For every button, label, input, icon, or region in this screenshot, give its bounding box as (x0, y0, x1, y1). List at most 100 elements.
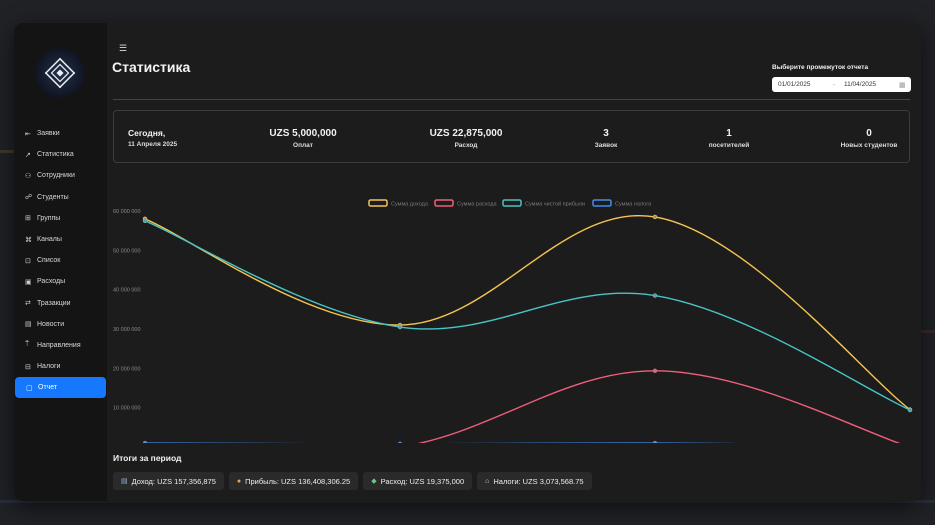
totals-title: Итоги за период (113, 453, 182, 463)
trend-icon: ↗ (25, 151, 31, 159)
stat-requests: 3 Заявок (586, 128, 626, 149)
team-icon: ⚇ (25, 172, 32, 180)
sidebar-item[interactable]: ⇄ Тразакции (14, 293, 107, 314)
series-line (144, 214, 911, 411)
profit-total: Прибыль: UZS 136,408,306.25 (245, 476, 351, 486)
expenses-icon: ▣ (25, 278, 32, 286)
data-point[interactable] (652, 440, 658, 443)
sidebar-item[interactable]: ⚇ Сотрудники (14, 165, 107, 186)
visitors-value: 1 (726, 128, 732, 139)
sidebar-item[interactable]: ▢ Отчет (15, 377, 106, 399)
sidebar-item-label: Заявки (37, 130, 60, 138)
data-point[interactable] (652, 214, 658, 220)
new-students-label: Новых студентов (840, 142, 898, 149)
company-logo (35, 48, 85, 98)
sidebar-item-label: Тразакции (37, 299, 71, 307)
legend-swatch (368, 199, 388, 207)
totals-badges: ▤ Доход: UZS 157,356,875 ● Прибыль: UZS … (113, 472, 592, 490)
date-to-field[interactable]: 11/04/2025 (844, 81, 877, 88)
requests-label: Заявок (594, 142, 618, 149)
y-tick-label: 30 000 000 (113, 327, 141, 333)
taxes-total: Налоги: UZS 3,073,568.75 (493, 476, 584, 486)
legend-item[interactable]: Сумма дохода (368, 199, 429, 208)
sidebar-item[interactable]: ⌘ Каналы (14, 229, 107, 250)
sidebar-item-label: Каналы (37, 236, 62, 244)
legend-item[interactable]: Сумма расхода (434, 199, 498, 208)
menu-toggle-icon[interactable]: ☰ (119, 43, 128, 53)
legend-item[interactable]: Сумма чистой прибыли (502, 199, 585, 208)
line-chart: 60 000 000 50 000 000 40 000 000 30 000 000… (113, 199, 913, 443)
sidebar-item-label: Статистика (37, 151, 74, 159)
bank-icon: ⌂ (485, 477, 490, 485)
calendar-icon[interactable]: ▦ (899, 81, 906, 89)
date-from-field[interactable]: 01/01/2025 (778, 81, 811, 88)
expense-value: UZS 22,875,000 (429, 128, 503, 139)
sidebar-item[interactable]: ↗ Статистика (14, 144, 107, 165)
stat-new-students: 0 Новых студентов (834, 128, 904, 149)
new-students-value: 0 (866, 128, 872, 139)
sidebar-item-label: Отчет (38, 384, 58, 392)
transactions-icon: ⇄ (25, 300, 31, 308)
sidebar-item-label: Список (37, 257, 61, 265)
income-icon: ▤ (121, 478, 128, 485)
data-point[interactable] (907, 407, 913, 413)
series-line (417, 370, 901, 443)
range-label: Выберите промежуток отчета (772, 64, 869, 71)
sidebar-item[interactable]: ⊞ Группы (14, 208, 107, 229)
stat-visitors: 1 посетителей (699, 128, 759, 149)
sidebar-item[interactable]: ⊟ Налоги (14, 356, 107, 377)
main-content: ☰ Статистика Выберите промежуток отчета … (107, 23, 921, 501)
stats-card: Сегодня, 11 Апреля 2025 UZS 5,000,000 Оп… (113, 110, 910, 163)
sidebar-item-label: Группы (37, 214, 61, 222)
sidebar-item[interactable]: ▣ Расходы (14, 271, 107, 292)
legend-label: Сумма дохода (391, 202, 429, 208)
sidebar-item[interactable]: ☍ Студенты (14, 187, 107, 208)
y-tick-label: 50 000 000 (113, 248, 141, 254)
directions-icon: ⍑ (25, 341, 30, 349)
sidebar-item-label: Студенты (37, 193, 69, 201)
data-point[interactable] (397, 324, 403, 330)
stat-payments: UZS 5,000,000 Оплат (268, 128, 338, 149)
inbox-icon: ⇤ (25, 130, 31, 138)
list-icon: ⊡ (25, 257, 31, 265)
groups-icon: ⊞ (25, 215, 31, 223)
data-point[interactable] (397, 441, 403, 443)
expense-label: Расход (454, 142, 478, 149)
series-line (144, 220, 911, 411)
sidebar-item[interactable]: ⇤ Заявки (14, 123, 107, 144)
students-icon: ☍ (25, 194, 33, 202)
y-tick-label: 60 000 000 (113, 209, 141, 215)
legend-item[interactable]: Сумма налога (592, 199, 652, 208)
date-range-picker[interactable]: 01/01/2025 → 11/04/2025 ▦ (772, 77, 911, 92)
requests-value: 3 (603, 128, 609, 139)
legend-swatch (592, 199, 612, 207)
income-total: Доход: UZS 157,356,875 (131, 476, 216, 486)
page-title: Статистика (112, 59, 191, 75)
today-date: 11 Апреля 2025 (128, 141, 178, 148)
y-tick-label: 40 000 000 (113, 288, 141, 294)
header-divider (113, 99, 910, 100)
sidebar-item[interactable]: ⍑ Направления (14, 335, 107, 356)
sidebar-item-label: Новости (37, 320, 65, 328)
money-wings-icon: ◆ (371, 478, 377, 485)
sidebar-item[interactable]: ⊡ Список (14, 250, 107, 271)
data-point[interactable] (652, 368, 658, 373)
range-arrow-icon: → (830, 81, 837, 88)
sidebar-item-label: Сотрудники (37, 172, 75, 180)
stat-today: Сегодня, 11 Апреля 2025 (128, 128, 177, 148)
money-bag-icon: ● (236, 477, 242, 485)
y-tick-label: 10 000 000 (113, 406, 141, 412)
sidebar-item[interactable]: ▤ Новости (14, 314, 107, 335)
payments-value: UZS 5,000,000 (269, 128, 337, 139)
sidebar-item-label: Расходы (37, 278, 66, 286)
data-point[interactable] (652, 293, 658, 298)
data-point[interactable] (142, 218, 148, 224)
report-icon: ▢ (26, 384, 33, 392)
taxes-badge: ⌂ Налоги: UZS 3,073,568.75 (477, 472, 592, 490)
today-label: Сегодня, (128, 128, 166, 138)
legend-swatch (434, 199, 454, 207)
sidebar-item-label: Направления (37, 341, 81, 349)
stat-expense: UZS 22,875,000 Расход (423, 128, 509, 149)
legend-label: Сумма расхода (457, 202, 498, 208)
data-point[interactable] (142, 440, 148, 443)
